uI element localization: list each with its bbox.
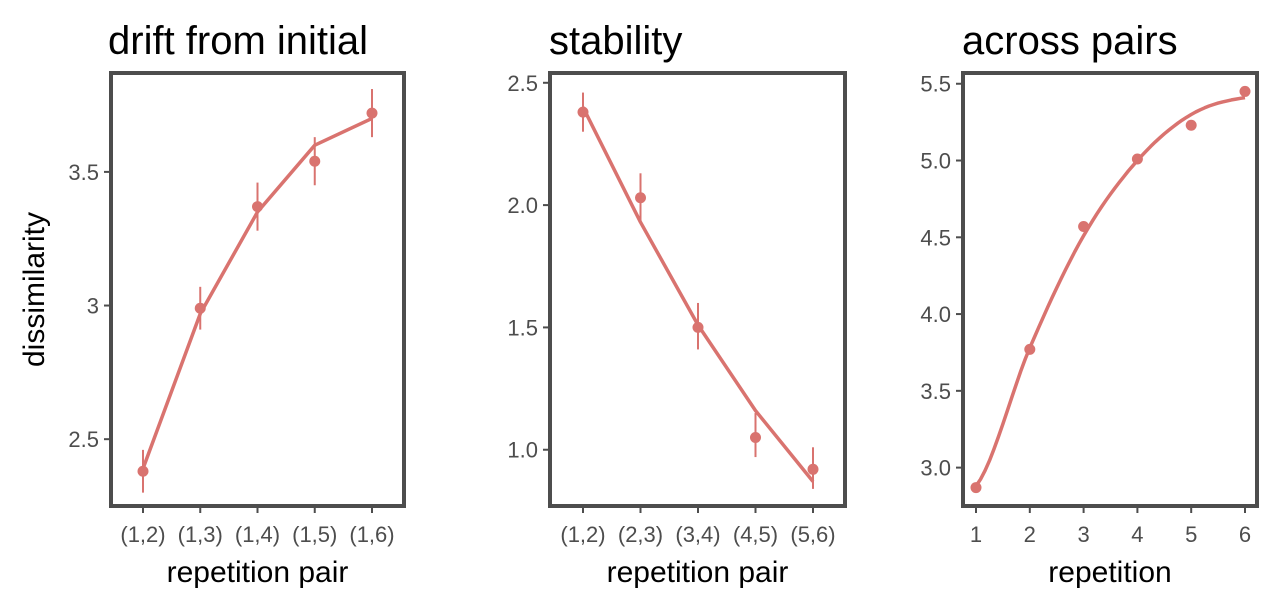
y-tick-label: 3.5 [920,379,951,404]
data-point [1024,343,1036,355]
x-tick-label: 2 [1024,522,1036,547]
y-tick-label: 2.0 [507,193,538,218]
data-point [692,321,704,333]
x-tick-label: (2,3) [618,522,663,547]
panel-2: stability 1.0 1.5 2.0 2.5 (1,2) (2,3) (3,4) (4,5… [507,19,847,589]
x-tick-label: 3 [1077,522,1089,547]
data-point [1185,119,1197,131]
x-tick-label: (1,6) [349,522,394,547]
data-point [366,107,378,119]
x-tick-label: (5,6) [790,522,835,547]
panel-3: across pairs 3.0 3.5 4.0 4.5 5.0 5.5 1 2 3 4 5 6 repe… [920,19,1259,589]
panel-title: drift from initial [108,19,368,63]
fit-line [141,116,373,470]
data-point [1078,221,1090,233]
y-tick-label: 2.5 [507,71,538,96]
x-axis-label: repetition [1048,556,1171,589]
data-point [1239,85,1251,97]
x-tick-label: (4,5) [733,522,778,547]
x-tick-label: 1 [970,522,982,547]
y-tick-label: 1.5 [507,315,538,340]
data-point [750,432,761,444]
panel-frame [548,71,847,508]
x-axis-label: repetition pair [167,556,349,589]
x-tick-label: 5 [1185,522,1197,547]
data-point [137,465,149,477]
panel-title: across pairs [962,19,1178,63]
data-point [635,192,646,204]
data-point [577,106,589,118]
data-point [194,302,206,314]
x-tick-label: 6 [1239,522,1251,547]
x-tick-label: (1,2) [560,522,605,547]
y-tick-label: 2.5 [68,427,99,452]
data-point [309,155,321,167]
y-tick-label: 1.0 [507,438,538,463]
x-axis-label: repetition pair [607,556,789,589]
panel-1: drift from initial 2.5 3 3.5 (1,2) (1,3) (1,4)… [18,19,406,589]
x-tick-label: (1,5) [292,522,337,547]
panel-title: stability [549,19,682,63]
y-tick-label: 3 [87,294,99,319]
x-tick-label: (1,2) [120,522,165,547]
panel-frame [109,71,406,508]
y-tick-label: 5.5 [920,72,951,97]
y-tick-label: 4.0 [920,302,951,327]
panel-frame [961,71,1259,508]
y-tick-label: 3.0 [920,456,951,481]
fit-line [581,106,815,483]
data-point [970,482,982,494]
y-tick-label: 5.0 [920,149,951,174]
x-tick-label: (1,4) [235,522,280,547]
y-tick-label: 4.5 [920,225,951,250]
y-tick-label: 3.5 [68,160,99,185]
data-point [807,463,819,475]
y-axis-label: dissimilarity [18,212,51,367]
data-point [252,201,263,213]
data-point [1131,153,1143,165]
x-tick-label: (3,4) [675,522,720,547]
fit-line [974,95,1246,487]
x-tick-label: 4 [1131,522,1143,547]
x-tick-label: (1,3) [178,522,223,547]
